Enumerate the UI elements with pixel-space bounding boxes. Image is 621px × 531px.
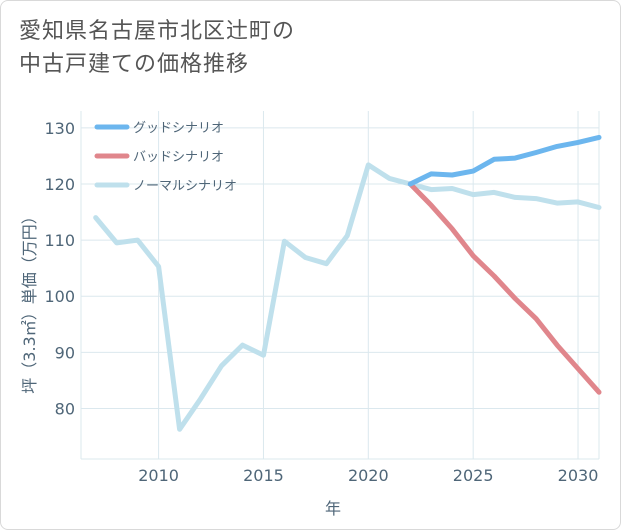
y-tick-label-130: 130 xyxy=(44,119,75,138)
series-line-1 xyxy=(407,181,602,395)
x-axis-title: 年 xyxy=(325,499,341,518)
chart-title: 愛知県名古屋市北区辻町の 中古戸建ての価格推移 xyxy=(19,15,295,81)
y-tick-label-90: 90 xyxy=(55,343,75,362)
y-tick-label-100: 100 xyxy=(44,287,75,306)
legend-label-0: グッドシナリオ xyxy=(133,121,224,136)
x-tick-label-2020: 2020 xyxy=(348,466,389,485)
series-line-2 xyxy=(93,162,602,432)
legend-label-1: バッドシナリオ xyxy=(133,150,224,165)
y-tick-label-120: 120 xyxy=(44,175,75,194)
y-tick-label-110: 110 xyxy=(44,231,75,250)
y-axis-ticks: 80 90 100 110 120 130 xyxy=(44,119,75,419)
x-tick-label-2025: 2025 xyxy=(453,466,494,485)
x-tick-label-2015: 2015 xyxy=(243,466,284,485)
x-tick-label-2030: 2030 xyxy=(558,466,599,485)
chart-title-line-2: 中古戸建ての価格推移 xyxy=(19,52,250,77)
y-tick-label-80: 80 xyxy=(55,399,75,418)
legend-label-2: ノーマルシナリオ xyxy=(133,179,237,194)
series-line-0 xyxy=(407,134,602,187)
y-axis-title: 坪（3.3㎡）単価（万円） xyxy=(20,208,39,393)
series-lines xyxy=(93,134,602,432)
x-axis-ticks: 2010 2015 2020 2025 2030 xyxy=(138,466,598,485)
chart-title-line-1: 愛知県名古屋市北区辻町の xyxy=(19,19,296,44)
x-tick-label-2010: 2010 xyxy=(138,466,179,485)
